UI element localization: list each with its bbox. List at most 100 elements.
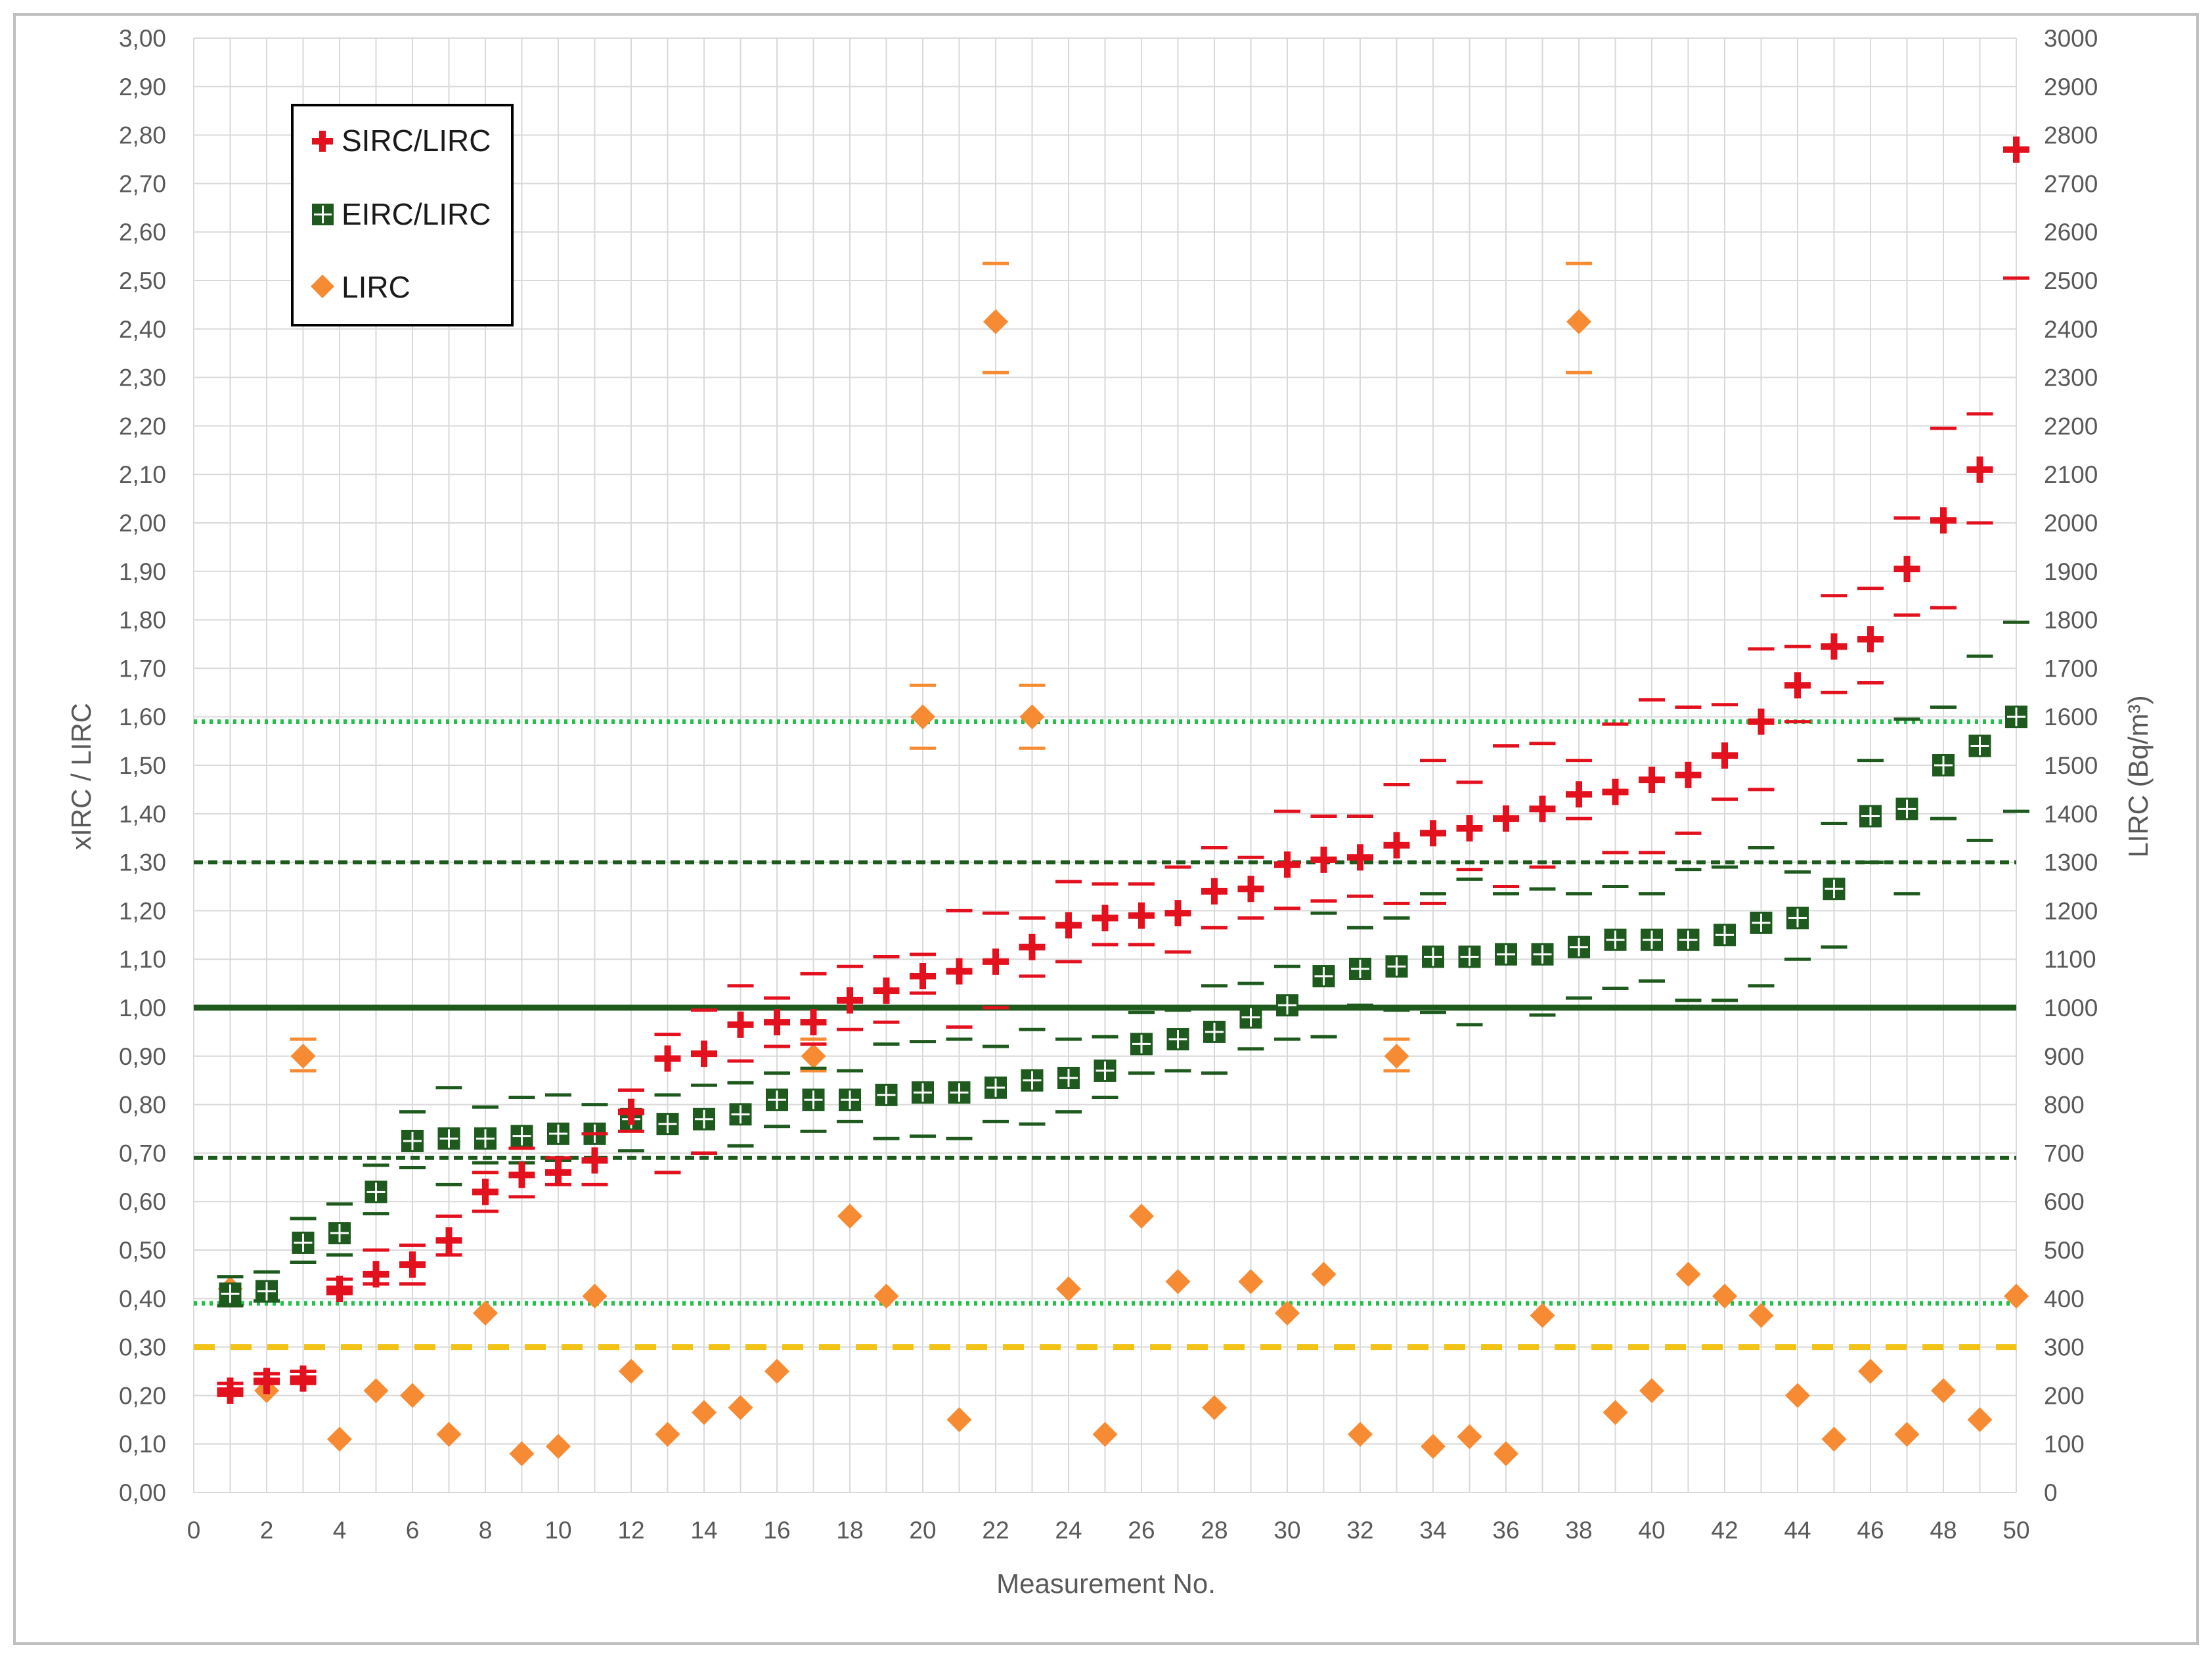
data-point-square xyxy=(1932,754,1955,776)
data-point-square xyxy=(1130,1033,1153,1056)
data-point-diamond xyxy=(728,1395,753,1420)
y-tick-label: 1,00 xyxy=(119,995,166,1021)
data-point-plus xyxy=(764,1009,790,1036)
y-tick-label: 2,90 xyxy=(119,74,166,101)
data-point-diamond xyxy=(1238,1268,1264,1294)
data-point-square xyxy=(1568,935,1590,958)
y-tick-label: 1,70 xyxy=(119,655,166,682)
y2-tick-label: 800 xyxy=(2044,1092,2085,1119)
data-point-square xyxy=(802,1088,825,1111)
data-point-plus xyxy=(1092,905,1118,931)
y2-tick-label: 1400 xyxy=(2044,801,2098,828)
series-lirc xyxy=(217,261,2029,1466)
data-point-square xyxy=(1276,994,1298,1017)
legend-label-lirc: LIRC xyxy=(342,270,410,304)
y2-tick-label: 600 xyxy=(2044,1188,2085,1215)
data-point-plus xyxy=(727,1011,754,1038)
data-point-square xyxy=(1312,965,1335,988)
x-tick-label: 18 xyxy=(836,1517,863,1544)
y-tick-label: 1,90 xyxy=(119,558,166,585)
data-point-plus xyxy=(399,1251,426,1278)
x-tick-label: 0 xyxy=(187,1517,201,1544)
y2-tick-label: 400 xyxy=(2044,1286,2085,1312)
data-point-square xyxy=(1750,911,1773,934)
data-point-square xyxy=(1021,1069,1044,1092)
x-tick-label: 50 xyxy=(2002,1517,2029,1544)
data-point-plus xyxy=(691,1041,717,1067)
data-point-plus xyxy=(1566,781,1592,808)
y2-tick-label: 2700 xyxy=(2044,170,2098,197)
data-point-diamond xyxy=(1384,1043,1409,1069)
data-point-plus xyxy=(1748,708,1775,735)
y2-tick-label: 2900 xyxy=(2044,74,2098,101)
legend: SIRC/LIRC EIRC/LIRC LIRC xyxy=(291,104,514,326)
data-point-square xyxy=(1385,955,1408,978)
y-tick-label: 1,60 xyxy=(119,704,166,730)
x-tick-label: 8 xyxy=(479,1517,493,1544)
x-tick-label: 42 xyxy=(1711,1517,1738,1544)
x-tick-label: 48 xyxy=(1930,1517,1957,1544)
x-tick-label: 20 xyxy=(909,1517,936,1544)
data-point-diamond xyxy=(1639,1378,1664,1404)
data-point-diamond xyxy=(1675,1261,1701,1287)
y-tick-label: 1,50 xyxy=(119,752,166,779)
data-point-square xyxy=(1203,1020,1226,1043)
y-tick-label: 2,80 xyxy=(119,122,166,149)
data-point-plus xyxy=(800,1009,827,1036)
y-tick-label: 2,00 xyxy=(119,510,166,537)
data-point-plus xyxy=(1821,633,1847,660)
data-point-square xyxy=(547,1122,569,1145)
data-point-plus xyxy=(1966,456,1993,483)
x-tick-label: 22 xyxy=(982,1517,1009,1544)
data-point-square xyxy=(948,1081,971,1104)
data-point-diamond xyxy=(546,1433,571,1459)
y2-tick-label: 700 xyxy=(2044,1140,2085,1167)
y2-tick-label: 2400 xyxy=(2044,316,2098,343)
data-point-square xyxy=(912,1081,934,1104)
data-point-plus xyxy=(1493,805,1519,832)
y-tick-label: 1,40 xyxy=(119,801,166,828)
data-point-square xyxy=(875,1083,898,1106)
series-layer xyxy=(217,136,2029,1466)
data-point-diamond xyxy=(1530,1303,1555,1328)
y-tick-label: 0,70 xyxy=(119,1140,166,1167)
y-tick-label: 0,80 xyxy=(119,1092,166,1119)
data-point-diamond xyxy=(1129,1203,1154,1229)
x-tick-label: 44 xyxy=(1784,1517,1811,1544)
y-tick-label: 1,10 xyxy=(119,946,166,973)
data-point-plus xyxy=(1201,878,1228,905)
y2-tick-label: 1000 xyxy=(2044,995,2098,1021)
data-point-diamond xyxy=(1748,1303,1774,1328)
y-tick-label: 0,30 xyxy=(119,1334,166,1361)
y2-tick-label: 0 xyxy=(2044,1479,2058,1506)
x-tick-label: 14 xyxy=(690,1517,717,1544)
x-tick-label: 12 xyxy=(617,1517,644,1544)
y2-tick-label: 2100 xyxy=(2044,461,2098,488)
legend-diamond-icon xyxy=(311,275,334,298)
data-point-square xyxy=(1531,943,1554,966)
y-tick-label: 0,40 xyxy=(119,1286,166,1312)
y-tick-label: 2,30 xyxy=(119,365,166,392)
y2-tick-label: 1300 xyxy=(2044,849,2098,876)
x-axis-title: Measurement No. xyxy=(996,1568,1216,1599)
data-point-square xyxy=(839,1088,861,1111)
y2-tick-label: 2800 xyxy=(2044,122,2098,149)
data-point-diamond xyxy=(1275,1300,1300,1326)
x-tick-label: 40 xyxy=(1638,1517,1665,1544)
data-point-diamond xyxy=(400,1383,425,1408)
y2-tick-label: 2200 xyxy=(2044,413,2098,439)
data-point-diamond xyxy=(983,309,1008,334)
data-point-plus xyxy=(545,1159,571,1186)
y-tick-label: 1,80 xyxy=(119,607,166,634)
legend-item-eirc: EIRC/LIRC xyxy=(312,197,491,231)
legend-label-sirc: SIRC/LIRC xyxy=(342,123,491,158)
data-point-square xyxy=(1968,734,1991,757)
y-tick-label: 2,70 xyxy=(119,170,166,197)
y-tick-label: 0,50 xyxy=(119,1237,166,1264)
data-point-plus xyxy=(837,987,863,1014)
legend-item-lirc: LIRC xyxy=(311,270,410,304)
y2-tick-label: 3000 xyxy=(2044,25,2098,52)
data-point-square xyxy=(1786,907,1809,930)
x-tick-label: 2 xyxy=(260,1517,274,1544)
